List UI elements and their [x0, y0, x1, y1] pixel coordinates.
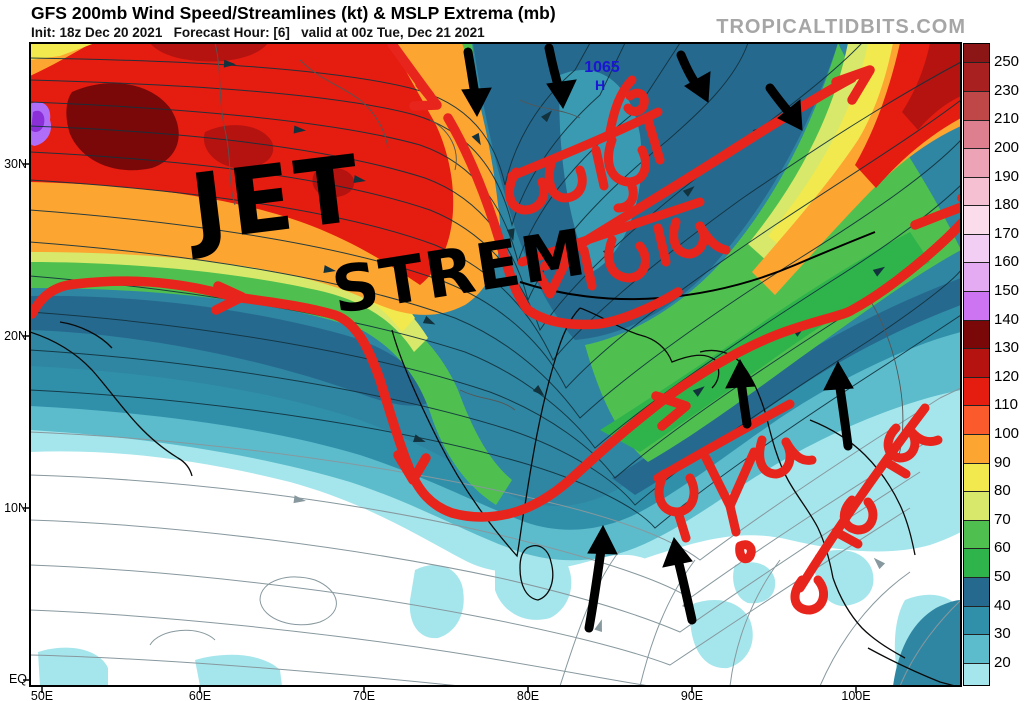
colorbar-segment: [964, 320, 989, 350]
lon-label-50e: 50E: [30, 689, 54, 701]
lat-label-30n: 30N: [4, 157, 27, 171]
colorbar-tick: 130: [994, 339, 1020, 356]
colorbar-tick: 210: [994, 110, 1020, 127]
colorbar-segment: [964, 91, 989, 121]
colorbar-segment: [964, 44, 989, 64]
lon-label-100e: 100E: [841, 689, 871, 701]
colorbar-tick: 30: [994, 625, 1011, 642]
colorbar-tick: 80: [994, 482, 1011, 499]
colorbar-segment: [964, 520, 989, 550]
colorbar-tick: 170: [994, 225, 1020, 242]
colorbar-tick: 100: [994, 425, 1020, 442]
colorbar-segment: [964, 578, 989, 607]
colorbar-tick: 160: [994, 253, 1020, 270]
cold-wind-annotation-bengali: [504, 75, 731, 299]
colorbar-segment: [964, 492, 989, 521]
colorbar-tick: 50: [994, 568, 1011, 585]
colorbar-tick: 190: [994, 168, 1020, 185]
colorbar-tick: 90: [994, 454, 1011, 471]
wind-speed-colorbar: [963, 43, 990, 686]
lon-label-90e: 90E: [680, 689, 704, 701]
warm-air-black-arrows: [584, 358, 854, 633]
colorbar-tick: 180: [994, 196, 1020, 213]
colorbar-tick: 140: [994, 311, 1020, 328]
colorbar-tick: 200: [994, 139, 1020, 156]
colorbar-segment: [964, 149, 989, 178]
colorbar-tick: 230: [994, 82, 1020, 99]
cold-air-black-arrows: [461, 43, 803, 131]
colorbar-segment: [964, 635, 989, 664]
colorbar-tick: 250: [994, 53, 1020, 70]
page-title: GFS 200mb Wind Speed/Streamlines (kt) & …: [31, 3, 556, 23]
himalaya-border: [519, 231, 876, 301]
axis-ticks: [23, 163, 857, 693]
lon-label-60e: 60E: [188, 689, 212, 701]
colorbar-segment: [964, 234, 989, 264]
cold-air-channel-red: [387, 43, 683, 330]
coastlines: [30, 307, 956, 686]
lat-label-eq: EQ: [8, 672, 27, 686]
colorbar-segment: [964, 435, 989, 464]
jet-stream-red-line: [30, 193, 961, 522]
watermark: TROPICALTIDBITS.COM: [716, 16, 966, 38]
map-frame: [29, 42, 962, 687]
colorbar-tick: 150: [994, 282, 1020, 299]
colorbar-segment: [964, 206, 989, 235]
colorbar-segment: [964, 463, 989, 493]
init-forecast-line: Init: 18z Dec 20 2021 Forecast Hour: [6]…: [31, 25, 485, 40]
colorbar-tick: 70: [994, 511, 1011, 528]
colorbar-segment: [964, 606, 989, 636]
warm-wind-annotation-bengali: [653, 399, 943, 615]
wind-field: 1065 H: [30, 43, 961, 686]
colorbar-segment: [964, 120, 989, 150]
colorbar-tick: 60: [994, 539, 1011, 556]
colorbar-tick: 110: [994, 396, 1018, 413]
lat-label-10n: 10N: [4, 501, 27, 515]
colorbar-segment: [964, 349, 989, 378]
colorbar-segment: [964, 549, 989, 579]
colorbar-segment: [964, 406, 989, 436]
streamline-arrows: [223, 59, 886, 442]
jet-annotation-word1: JET: [179, 135, 369, 263]
lon-label-80e: 80E: [516, 689, 540, 701]
colorbar-segment: [964, 63, 989, 92]
lon-label-70e: 70E: [352, 689, 376, 701]
colorbar-tick: 120: [994, 368, 1020, 385]
colorbar-tick: 40: [994, 597, 1011, 614]
colorbar-segment: [964, 663, 989, 686]
colorbar-tick: 20: [994, 654, 1011, 671]
colorbar-segment: [964, 377, 989, 407]
colorbar-segment: [964, 177, 989, 207]
lat-label-20n: 20N: [4, 329, 27, 343]
mslp-extrema-value: 1065: [584, 59, 620, 76]
colorbar-segment: [964, 263, 989, 293]
colorbar-segment: [964, 292, 989, 321]
mslp-extrema-symbol: H: [595, 77, 605, 93]
